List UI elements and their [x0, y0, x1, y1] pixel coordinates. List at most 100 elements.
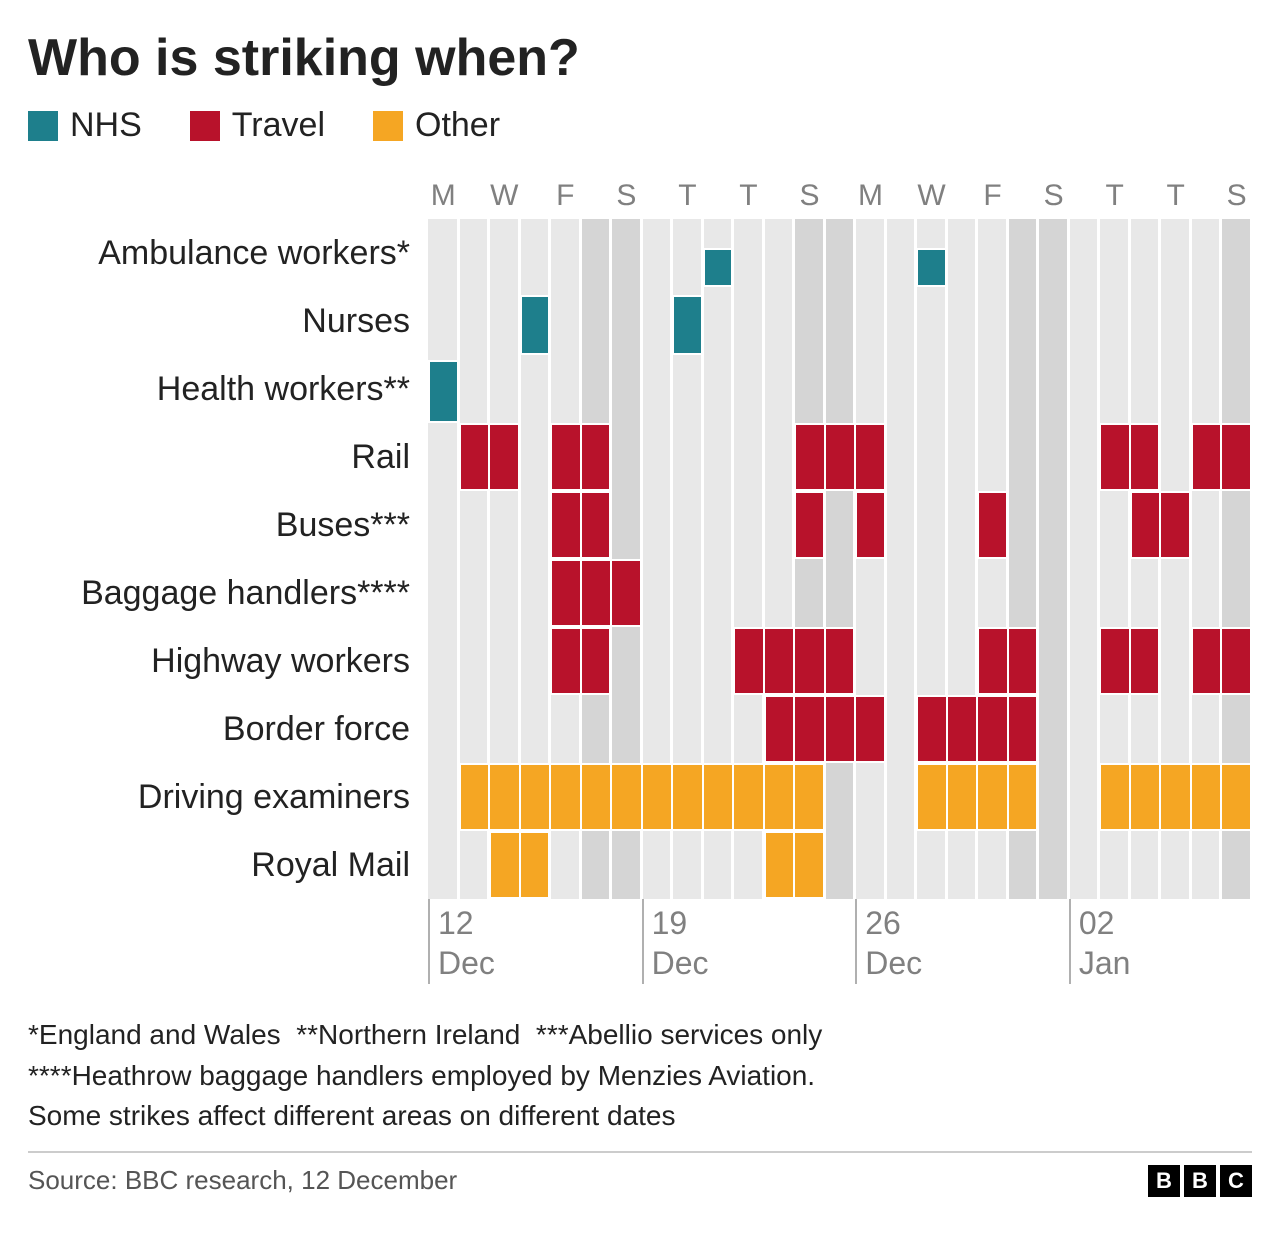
day-cell [672, 491, 703, 559]
day-separator [1190, 627, 1192, 695]
day-cell [611, 695, 642, 763]
day-cell [1221, 831, 1252, 899]
day-separator [519, 355, 521, 423]
day-separator [915, 559, 917, 627]
day-header: W [916, 173, 947, 219]
day-separator [549, 219, 551, 287]
day-separator [854, 355, 856, 423]
day-separator [1037, 355, 1039, 423]
day-separator [458, 627, 460, 695]
day-separator [1190, 287, 1192, 355]
day-header [1069, 173, 1100, 219]
day-cell [550, 219, 581, 287]
day-separator [610, 219, 612, 287]
day-header: W [489, 173, 520, 219]
day-separator [793, 355, 795, 423]
day-separator [1068, 355, 1070, 423]
day-cell [1160, 355, 1191, 423]
day-cell [1008, 491, 1039, 559]
day-cell [733, 423, 764, 491]
tick-month: Dec [438, 943, 495, 983]
legend-swatch [190, 111, 220, 141]
day-cell [1130, 695, 1161, 763]
day-cell [703, 491, 734, 559]
day-cell [1038, 559, 1069, 627]
day-separator [488, 559, 490, 627]
day-separator [519, 695, 521, 763]
day-cell [428, 559, 459, 627]
day-separator [1098, 695, 1100, 763]
day-separator [976, 423, 978, 491]
day-cell [825, 831, 856, 899]
day-separator [1190, 491, 1192, 559]
day-cell [886, 831, 917, 899]
day-separator [488, 219, 490, 287]
day-separator [1068, 559, 1070, 627]
day-separator [1098, 423, 1100, 491]
day-header: T [733, 173, 764, 219]
day-separator [1220, 559, 1222, 627]
day-separator [976, 763, 978, 831]
day-cell [886, 287, 917, 355]
day-separator [1190, 219, 1192, 287]
day-header: M [855, 173, 886, 219]
day-separator [1007, 831, 1009, 899]
day-separator [824, 695, 826, 763]
day-separator [732, 627, 734, 695]
day-cell [703, 627, 734, 695]
day-separator [1098, 559, 1100, 627]
day-cell [886, 695, 917, 763]
day-cell [1221, 355, 1252, 423]
day-separator [1037, 423, 1039, 491]
day-separator [732, 287, 734, 355]
day-cell [855, 559, 886, 627]
strike-block [550, 559, 642, 627]
day-cell [825, 491, 856, 559]
day-separator [1068, 423, 1070, 491]
day-cell [703, 287, 734, 355]
day-separator [580, 219, 582, 287]
day-cell [672, 831, 703, 899]
day-separator [763, 423, 765, 491]
day-separator [519, 219, 521, 287]
legend-item: NHS [28, 106, 142, 145]
data-row [428, 559, 1252, 627]
day-separator [519, 559, 521, 627]
day-separator [580, 355, 582, 423]
day-separator [580, 695, 582, 763]
day-cell [703, 559, 734, 627]
day-cell [886, 627, 917, 695]
day-separator [732, 491, 734, 559]
day-cell [977, 423, 1008, 491]
day-cell [459, 559, 490, 627]
day-separator [1190, 423, 1192, 491]
day-cell [733, 831, 764, 899]
day-separator [915, 695, 917, 763]
day-separator [1037, 287, 1039, 355]
day-separator [763, 287, 765, 355]
day-separator [458, 559, 460, 627]
day-cell [581, 695, 612, 763]
day-cell [764, 355, 795, 423]
day-cell [1038, 423, 1069, 491]
day-header: T [1099, 173, 1130, 219]
day-separator [1098, 627, 1100, 695]
day-separator [1159, 423, 1161, 491]
day-cell [1099, 831, 1130, 899]
data-row [428, 423, 1252, 491]
day-cell [642, 491, 673, 559]
day-separator [1098, 355, 1100, 423]
day-separator [1190, 695, 1192, 763]
day-cell [1130, 287, 1161, 355]
day-cell [459, 627, 490, 695]
tick-month: Dec [652, 943, 709, 983]
day-header: T [672, 173, 703, 219]
strike-block [916, 248, 947, 287]
day-separator [610, 763, 612, 831]
day-cell [550, 355, 581, 423]
row-labels: Ambulance workers*NursesHealth workers**… [28, 219, 428, 899]
day-separator [702, 219, 704, 287]
day-header: M [428, 173, 459, 219]
day-cell [1221, 491, 1252, 559]
day-cell [1069, 219, 1100, 287]
